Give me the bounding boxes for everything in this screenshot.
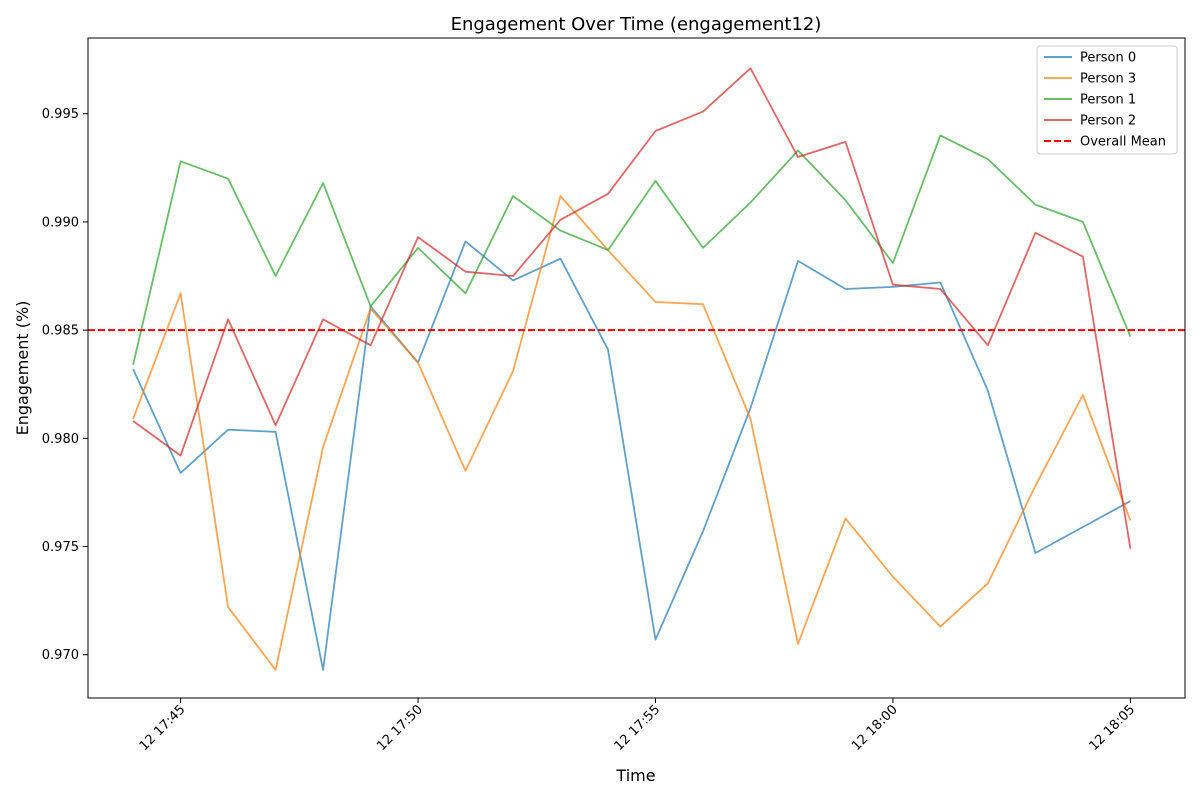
y-tick-label: 0.990 [42,215,79,230]
y-axis-label: Engagement (%) [13,301,32,436]
series-line-person-3 [132,195,1132,671]
series-line-person-1 [132,134,1132,366]
legend-label-person-0: Person 0 [1080,51,1136,66]
legend-label-person-1: Person 1 [1080,93,1136,108]
series-line-person-0 [132,240,1131,671]
x-axis-label: Time [615,766,655,785]
legend-box [1036,45,1178,155]
y-tick-label: 0.985 [42,324,79,339]
chart-title: Engagement Over Time (engagement12) [451,14,822,35]
series-line-person-2 [132,67,1132,549]
legend-label-overall-mean: Overall Mean [1080,135,1166,150]
y-tick-label: 0.975 [42,540,79,555]
y-tick-label: 0.980 [42,432,79,447]
legend-label-person-3: Person 3 [1080,72,1136,87]
y-tick-label: 0.970 [42,648,79,663]
y-tick-label: 0.995 [42,107,79,122]
legend-label-person-2: Person 2 [1080,114,1136,129]
legend: Person 0 Person 3 Person 1 Person 2 Overall … [1036,45,1178,155]
plot-frame [87,37,1186,699]
